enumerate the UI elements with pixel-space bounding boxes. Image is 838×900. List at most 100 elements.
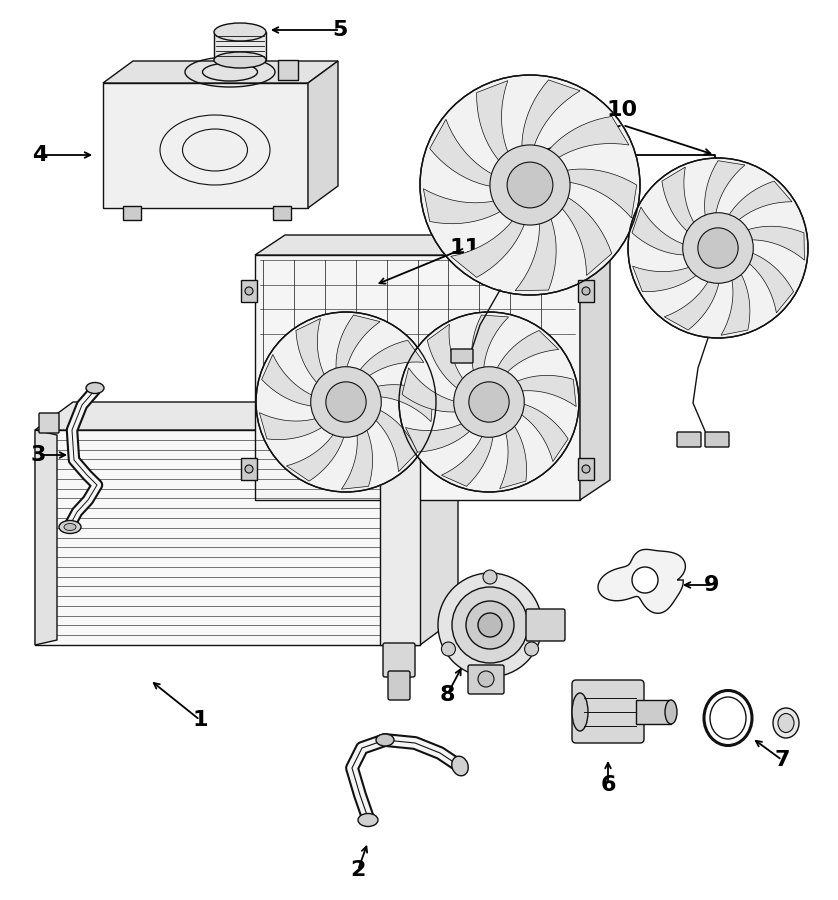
- Bar: [35, 430, 420, 645]
- Polygon shape: [721, 266, 750, 335]
- Polygon shape: [451, 212, 527, 277]
- Polygon shape: [543, 116, 629, 163]
- FancyBboxPatch shape: [526, 609, 565, 641]
- Circle shape: [525, 642, 539, 656]
- Text: 4: 4: [33, 145, 48, 165]
- Circle shape: [582, 287, 590, 295]
- Bar: [214, 32, 266, 60]
- Polygon shape: [35, 402, 458, 430]
- Ellipse shape: [214, 23, 266, 41]
- Circle shape: [420, 75, 640, 295]
- Polygon shape: [341, 422, 373, 490]
- Circle shape: [483, 570, 497, 584]
- Bar: [380, 430, 420, 645]
- Text: 3: 3: [30, 445, 46, 465]
- Polygon shape: [477, 81, 512, 167]
- Circle shape: [628, 158, 808, 338]
- Polygon shape: [725, 181, 792, 226]
- Polygon shape: [522, 80, 580, 156]
- Circle shape: [256, 312, 436, 492]
- Polygon shape: [510, 375, 577, 407]
- Bar: [123, 206, 141, 220]
- Polygon shape: [406, 419, 476, 452]
- FancyBboxPatch shape: [39, 413, 59, 433]
- FancyBboxPatch shape: [383, 643, 415, 677]
- Polygon shape: [740, 226, 804, 260]
- Circle shape: [399, 312, 579, 492]
- Bar: [255, 255, 580, 500]
- Polygon shape: [430, 120, 501, 187]
- Text: 9: 9: [704, 575, 720, 595]
- Circle shape: [326, 382, 366, 422]
- Polygon shape: [556, 193, 612, 275]
- Circle shape: [245, 465, 253, 473]
- Polygon shape: [355, 340, 424, 381]
- Circle shape: [683, 212, 753, 284]
- Bar: [578, 458, 594, 480]
- Circle shape: [478, 613, 502, 637]
- Polygon shape: [632, 567, 658, 593]
- Circle shape: [453, 366, 525, 437]
- Bar: [103, 83, 308, 208]
- Polygon shape: [662, 167, 699, 237]
- Text: 8: 8: [439, 685, 455, 705]
- Text: 5: 5: [333, 20, 348, 40]
- Polygon shape: [472, 315, 509, 379]
- Ellipse shape: [214, 52, 266, 68]
- Polygon shape: [369, 384, 433, 421]
- Circle shape: [507, 162, 553, 208]
- Polygon shape: [103, 61, 338, 83]
- FancyBboxPatch shape: [705, 432, 729, 447]
- Polygon shape: [35, 430, 57, 645]
- Polygon shape: [423, 189, 509, 224]
- FancyBboxPatch shape: [451, 349, 473, 363]
- Bar: [241, 280, 257, 302]
- Ellipse shape: [86, 382, 104, 393]
- Ellipse shape: [358, 814, 378, 826]
- Circle shape: [466, 601, 514, 649]
- Text: 2: 2: [350, 860, 365, 880]
- Text: 11: 11: [449, 238, 480, 258]
- Polygon shape: [287, 428, 346, 482]
- Polygon shape: [515, 210, 556, 291]
- Polygon shape: [402, 368, 464, 412]
- Ellipse shape: [59, 520, 81, 534]
- Bar: [241, 458, 257, 480]
- Polygon shape: [494, 330, 559, 379]
- Circle shape: [582, 465, 590, 473]
- Polygon shape: [261, 355, 320, 407]
- Polygon shape: [296, 319, 328, 389]
- Polygon shape: [259, 412, 329, 439]
- Text: 1: 1: [192, 710, 208, 730]
- Polygon shape: [557, 169, 637, 218]
- Circle shape: [478, 671, 494, 687]
- Ellipse shape: [572, 693, 588, 731]
- Ellipse shape: [665, 700, 677, 724]
- Polygon shape: [598, 549, 685, 613]
- Polygon shape: [742, 250, 794, 313]
- Polygon shape: [336, 315, 380, 377]
- FancyBboxPatch shape: [468, 665, 504, 694]
- FancyBboxPatch shape: [388, 671, 410, 700]
- Polygon shape: [665, 274, 721, 330]
- Ellipse shape: [778, 714, 794, 733]
- Text: 10: 10: [607, 100, 638, 120]
- FancyBboxPatch shape: [677, 432, 701, 447]
- Ellipse shape: [64, 524, 76, 530]
- Polygon shape: [370, 407, 417, 472]
- Bar: [278, 60, 298, 80]
- Polygon shape: [255, 235, 610, 255]
- Polygon shape: [633, 264, 703, 292]
- Circle shape: [468, 382, 510, 422]
- Polygon shape: [580, 235, 610, 500]
- Polygon shape: [632, 207, 692, 255]
- Bar: [273, 206, 291, 220]
- Text: 6: 6: [600, 775, 616, 795]
- Ellipse shape: [376, 734, 394, 746]
- Polygon shape: [705, 161, 745, 224]
- Circle shape: [438, 573, 542, 677]
- Text: 7: 7: [774, 750, 789, 770]
- Circle shape: [311, 366, 381, 437]
- Polygon shape: [499, 419, 526, 489]
- Polygon shape: [308, 61, 338, 208]
